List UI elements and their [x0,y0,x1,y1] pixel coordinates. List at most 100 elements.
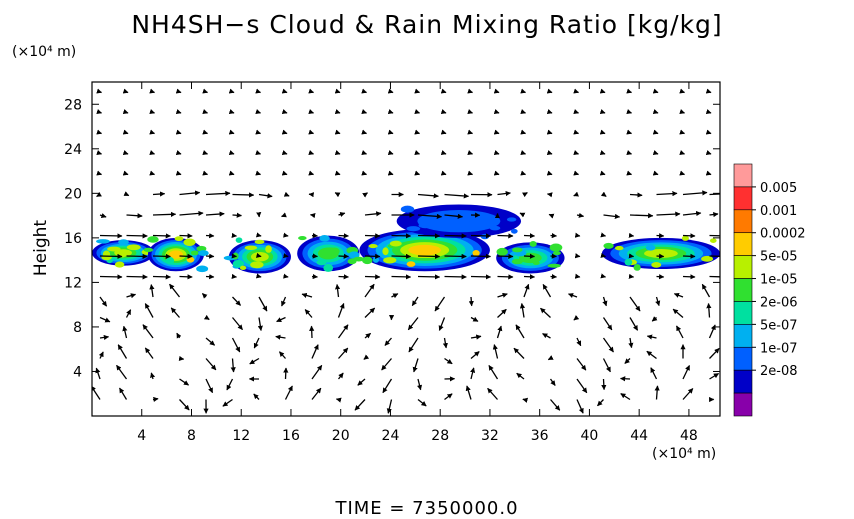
wind-arrow [391,274,412,280]
colorbar-swatch [733,392,753,417]
cloud-speckle [681,235,689,241]
wind-arrow [202,129,208,135]
x-tick-label: 16 [282,428,300,444]
wind-arrow [362,192,368,198]
wind-arrow [142,324,154,339]
wind-arrow [99,213,107,219]
wind-arrow [232,296,242,306]
cloud-shape [644,249,678,258]
wind-arrow [99,296,108,307]
wind-arrow [281,212,287,218]
wind-arrow [334,150,341,155]
wind-arrow [652,129,659,135]
wind-arrow [679,150,685,155]
wind-arrow [546,109,553,114]
cloud-speckle [472,250,480,256]
cloud-speckle [323,247,337,254]
cloud-speckle [348,251,360,259]
wind-arrow [175,170,182,176]
wind-arrow [682,274,696,280]
cloud-speckle [235,237,243,243]
wind-arrow [576,378,588,394]
wind-arrow [179,233,193,239]
wind-arrow [126,274,148,280]
wind-arrow [679,109,685,114]
cloud-speckle [232,259,245,268]
wind-arrow [444,213,464,219]
wind-arrow [523,283,530,298]
wind-arrow [679,170,685,176]
wind-arrow [311,273,318,280]
wind-arrow [574,232,581,238]
wind-arrow [497,233,514,239]
wind-arrow [361,109,367,114]
wind-arrow [338,211,346,217]
wind-arrow [444,393,453,401]
wind-arrow [706,302,712,318]
wind-arrow [682,190,708,196]
wind-arrow [361,129,367,135]
wind-arrow [281,88,288,94]
cloud-speckle [196,245,207,252]
wind-arrow [228,109,235,114]
cloud-speckle [254,239,265,244]
cloud-speckle [418,222,433,229]
wind-arrow [576,212,585,218]
wind-arrow [357,378,366,386]
wind-arrow [656,191,678,197]
wind-arrow [497,274,514,280]
wind-arrow [467,150,473,155]
wind-arrow [576,337,582,347]
wind-arrow [283,191,290,197]
wind-arrow [255,109,261,114]
wind-arrow [414,129,420,135]
wind-arrow [576,358,587,371]
colorbar-label: 0.001 [760,204,797,219]
cloud-speckle [651,262,662,268]
wind-arrow [497,292,508,298]
wind-arrow [334,88,341,94]
cloud-speckle [480,233,490,240]
wind-arrow [656,233,665,239]
cloud-speckle [368,244,378,249]
cloud-speckle [406,226,421,232]
wind-arrow [573,88,579,94]
wind-arrow [387,150,394,155]
cloud-speckle [603,242,614,249]
wind-arrow [626,170,632,176]
wind-arrow [522,192,528,198]
cloud-layer [92,204,720,274]
wind-arrow [602,337,614,353]
wind-arrow [364,283,375,298]
wind-arrow [599,150,606,155]
wind-arrow [573,129,579,135]
wind-arrow [470,233,492,239]
wind-arrow [520,129,526,135]
wind-arrow [602,317,613,331]
wind-arrow [152,211,177,217]
wind-arrow [438,317,446,331]
wind-arrow [334,109,341,114]
wind-arrow [652,170,659,176]
wind-arrow [364,253,381,259]
wind-arrow [629,296,641,312]
wind-arrow [283,253,289,259]
wind-arrow [149,88,155,94]
wind-arrow [258,193,273,199]
wind-arrow [417,233,441,239]
wind-arrow [202,170,208,176]
wind-arrow [125,309,132,318]
wind-arrow [179,378,189,386]
wind-arrow [178,355,185,362]
cloud-speckle [107,246,121,252]
wind-arrow [493,109,500,114]
wind-arrow [149,284,155,298]
y-axis: 4 8 12 16 20 24 28 [64,97,720,380]
wind-arrow [628,273,635,279]
cloud-speckle [506,217,517,222]
wind-arrow [709,372,720,380]
wind-arrow [465,385,472,400]
wind-arrow [150,372,156,380]
wind-arrow [281,129,288,135]
wind-arrow [228,129,235,135]
